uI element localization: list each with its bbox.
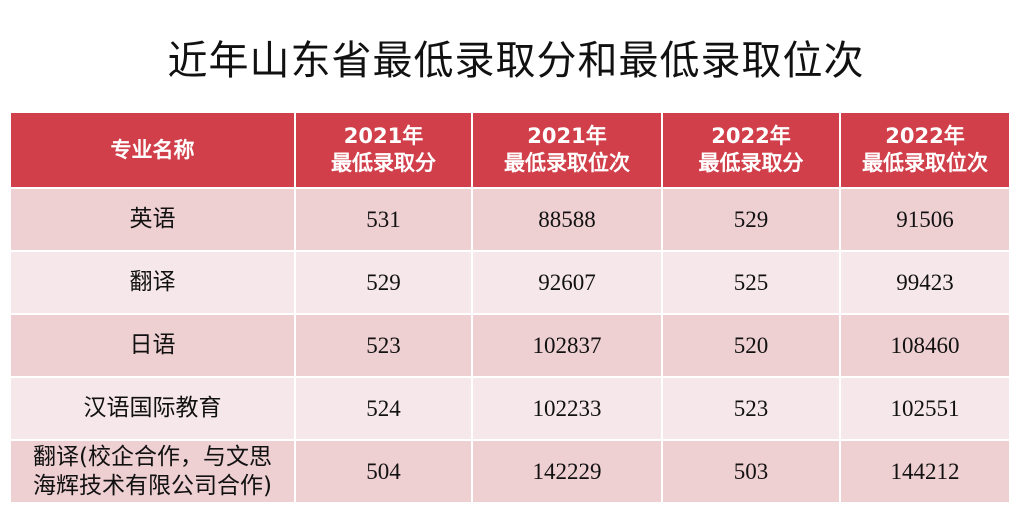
major-name: 翻译: [129, 269, 176, 295]
header-2021-min-rank: 2021年 最低录取位次: [471, 111, 663, 189]
header-year: 2021年: [527, 124, 607, 148]
score-2021-cell: 531: [294, 187, 473, 252]
page-title: 近年山东省最低录取分和最低录取位次: [167, 38, 865, 84]
score-2021-cell: 529: [294, 250, 473, 315]
score-2022-cell: 529: [661, 187, 841, 252]
table-row: 日语 523 102837 520 108460: [9, 313, 1011, 378]
rank-2021-cell: 142229: [471, 439, 663, 504]
header-metric: 最低录取分: [331, 151, 436, 175]
table-row: 汉语国际教育 524 102233 523 102551: [9, 376, 1011, 441]
score-2022-cell: 520: [661, 313, 841, 378]
major-name-line: 海辉技术有限公司合作): [33, 472, 272, 499]
score-2022-cell: 503: [661, 439, 841, 504]
score-2022-cell: 525: [661, 250, 841, 315]
score-2022-cell: 523: [661, 376, 841, 441]
header-major-label: 专业名称: [110, 137, 195, 162]
score-2021-cell: 523: [294, 313, 473, 378]
rank-2022-cell: 144212: [839, 439, 1011, 504]
rank-2021-cell: 102233: [471, 376, 663, 441]
table-row: 翻译(校企合作，与文思 海辉技术有限公司合作) 504 142229 503 1…: [9, 439, 1011, 504]
major-name-cell: 翻译(校企合作，与文思 海辉技术有限公司合作): [9, 439, 296, 504]
major-name: 日语: [129, 332, 176, 358]
header-year: 2022年: [711, 124, 791, 148]
table-row: 翻译 529 92607 525 99423: [9, 250, 1011, 315]
rank-2022-cell: 91506: [839, 187, 1011, 252]
header-metric: 最低录取分: [698, 151, 804, 175]
admission-table: 专业名称 2021年 最低录取分 2021年 最低录取位次 2022年 最低录取…: [9, 111, 1011, 504]
header-2022-min-score: 2022年 最低录取分: [661, 111, 841, 189]
header-2021-min-score: 2021年 最低录取分: [294, 111, 473, 189]
major-name-cell: 汉语国际教育: [9, 376, 296, 441]
header-2022-min-rank: 2022年 最低录取位次: [839, 111, 1011, 189]
header-year: 2021年: [343, 124, 424, 148]
score-2021-cell: 524: [294, 376, 473, 441]
rank-2021-cell: 102837: [471, 313, 663, 378]
header-major: 专业名称: [9, 111, 296, 189]
rank-2022-cell: 102551: [839, 376, 1011, 441]
header-year: 2022年: [885, 124, 965, 148]
major-name-cell: 翻译: [9, 250, 296, 315]
major-name: 英语: [129, 206, 176, 232]
rank-2021-cell: 88588: [471, 187, 663, 252]
rank-2022-cell: 99423: [839, 250, 1011, 315]
table-header-row: 专业名称 2021年 最低录取分 2021年 最低录取位次 2022年 最低录取…: [9, 111, 1011, 189]
header-metric: 最低录取位次: [504, 151, 630, 175]
major-name: 汉语国际教育: [83, 395, 222, 421]
rank-2021-cell: 92607: [471, 250, 663, 315]
major-name-cell: 日语: [9, 313, 296, 378]
major-name-cell: 英语: [9, 187, 296, 252]
header-metric: 最低录取位次: [862, 151, 988, 175]
major-name-line: 翻译(校企合作，与文思: [33, 443, 272, 470]
rank-2022-cell: 108460: [839, 313, 1011, 378]
table-row: 英语 531 88588 529 91506: [9, 187, 1011, 252]
score-2021-cell: 504: [294, 439, 473, 504]
